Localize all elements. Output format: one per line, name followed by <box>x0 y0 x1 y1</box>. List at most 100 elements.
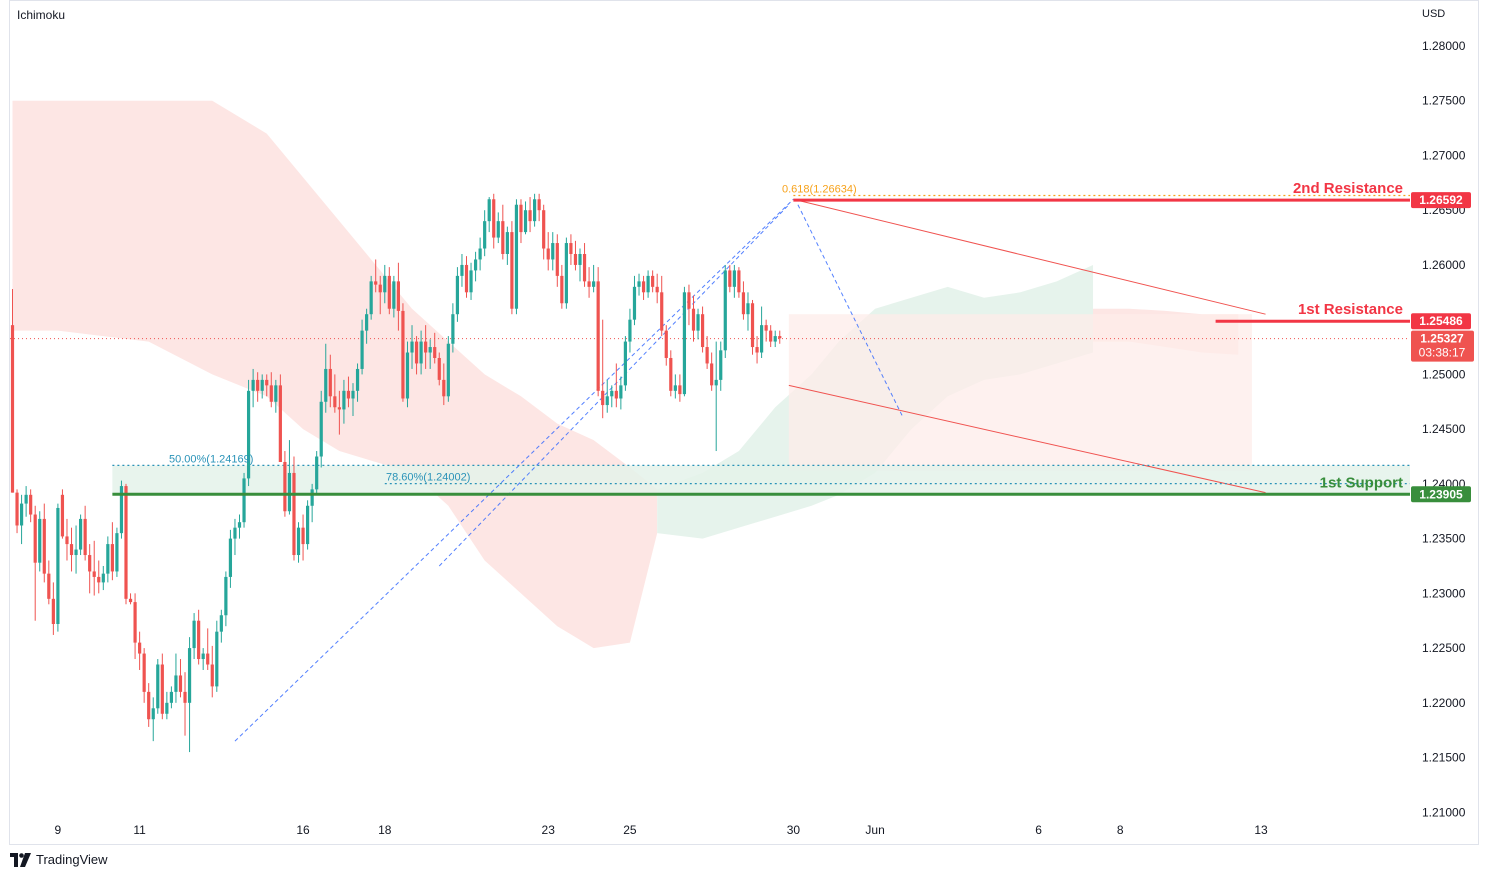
candle <box>237 522 242 528</box>
candle <box>628 319 632 342</box>
y-tick-label: 1.26000 <box>1422 258 1466 272</box>
candle <box>337 407 341 410</box>
candle <box>260 379 264 391</box>
candle <box>387 275 391 309</box>
candle <box>623 341 627 386</box>
candle <box>38 518 42 563</box>
candle <box>287 472 292 512</box>
candle <box>246 390 251 479</box>
chart-frame[interactable] <box>9 0 1479 845</box>
candle <box>682 292 687 395</box>
candle <box>769 330 773 342</box>
candle <box>614 390 618 399</box>
candle <box>596 281 600 391</box>
candle <box>206 653 210 665</box>
support-1-price: 1.23905 <box>1419 487 1463 501</box>
candle <box>310 489 314 506</box>
x-tick-label: 30 <box>787 823 801 837</box>
y-tick-label: 1.23000 <box>1422 586 1466 600</box>
labels-layer: 2nd Resistance 1st Resistance 1st Support 0… <box>55 39 1474 837</box>
candle <box>115 533 119 572</box>
candle <box>569 243 573 254</box>
x-tick-label: 13 <box>1254 823 1268 837</box>
channel-upper-line <box>793 198 1266 315</box>
fib-786-label: 78.60%(1.24002) <box>386 472 470 484</box>
y-tick-label: 1.23500 <box>1422 532 1466 546</box>
currency-label: USD <box>1422 8 1446 20</box>
candle <box>74 549 78 556</box>
y-tick-label: 1.21000 <box>1422 805 1466 819</box>
candle <box>592 281 596 287</box>
candle <box>492 199 496 238</box>
candle <box>47 573 51 599</box>
candle <box>306 505 310 545</box>
candle <box>573 253 578 265</box>
candle <box>610 390 614 397</box>
candle <box>750 303 755 348</box>
fib-618-label: 0.618(1.26634) <box>782 184 857 196</box>
candle <box>56 507 60 625</box>
candle <box>374 281 378 285</box>
y-tick-label: 1.21500 <box>1422 751 1466 765</box>
y-tick-label: 1.27000 <box>1422 148 1466 162</box>
candle <box>414 341 419 364</box>
candle <box>278 385 282 462</box>
resistance-1-price: 1.25486 <box>1419 314 1463 328</box>
candle <box>183 691 187 703</box>
candle <box>224 576 228 616</box>
candle <box>560 275 564 304</box>
candle <box>133 602 137 643</box>
tradingview-logo[interactable]: TradingView <box>10 852 108 867</box>
candle <box>424 341 428 353</box>
candle <box>528 210 532 222</box>
candle <box>478 248 482 260</box>
candle <box>460 264 464 276</box>
resistance-2-price-badge <box>1411 192 1471 209</box>
support-1-label: 1st Support <box>1320 474 1403 491</box>
trend-line <box>797 204 903 417</box>
candle <box>710 363 714 386</box>
candle <box>315 456 319 490</box>
y-tick-label: 1.27500 <box>1422 94 1466 108</box>
candle <box>401 310 405 399</box>
candle <box>433 347 437 358</box>
channel-zone <box>788 314 1252 471</box>
candle <box>351 390 355 399</box>
candle <box>215 631 219 687</box>
candle <box>728 270 732 287</box>
candle <box>651 275 655 287</box>
candle <box>510 232 514 309</box>
candle <box>269 385 273 402</box>
candle <box>283 461 287 512</box>
candle <box>60 494 65 537</box>
candle <box>551 243 555 260</box>
candle <box>741 292 746 315</box>
candle <box>242 478 246 523</box>
indicator-name[interactable]: Ichimoku <box>17 8 66 22</box>
channel-lower-line <box>788 384 1266 494</box>
candle <box>97 576 101 583</box>
resistance-2-label: 2nd Resistance <box>1293 180 1403 197</box>
candle <box>219 615 223 632</box>
candle <box>165 702 169 714</box>
candle <box>383 275 387 293</box>
candle <box>365 314 369 331</box>
candle <box>505 232 509 254</box>
current-price-value: 1.25327 <box>1420 332 1464 346</box>
brand-name: TradingView <box>36 852 108 867</box>
candle <box>673 385 677 391</box>
zones-layer <box>112 314 1410 495</box>
candle <box>187 648 192 703</box>
candle <box>487 199 491 222</box>
candle <box>51 598 55 625</box>
candle <box>691 308 696 331</box>
candle <box>778 336 782 339</box>
candle <box>687 292 691 309</box>
candle <box>378 284 382 293</box>
candle <box>700 314 705 348</box>
candle <box>760 325 764 353</box>
candle <box>29 494 33 515</box>
candle <box>582 253 587 282</box>
candle <box>106 544 110 574</box>
